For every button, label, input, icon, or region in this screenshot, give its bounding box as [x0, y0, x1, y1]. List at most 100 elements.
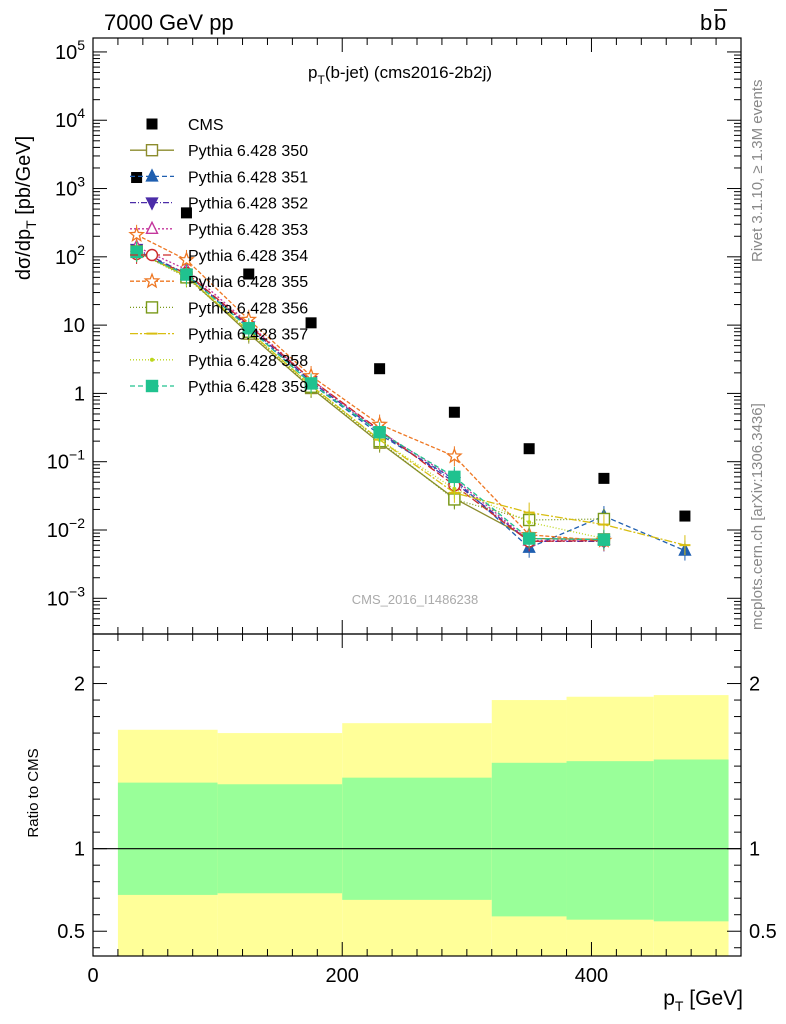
mc-point [180, 268, 193, 281]
x-tick-label: 400 [575, 965, 608, 987]
y-tick-label: 104 [55, 105, 85, 132]
legend-label: Pythia 6.428 352 [188, 196, 308, 213]
legend-entry: Pythia 6.428 352 [130, 196, 308, 213]
legend-entry: Pythia 6.428 359 [130, 379, 308, 396]
legend: CMS Pythia 6.428 350 Pythia 6.428 351 Pythi… [130, 117, 308, 396]
legend-marker [150, 357, 154, 362]
legend-entry: Pythia 6.428 355 [130, 272, 308, 291]
cms-data-point [180, 207, 192, 219]
mc-series-line [136, 251, 604, 541]
analysis-watermark: CMS_2016_I1486238 [352, 592, 479, 607]
legend-label: Pythia 6.428 354 [188, 248, 308, 265]
main-x-ticks [92, 38, 742, 634]
mc-point [242, 322, 255, 335]
mc-point [597, 533, 611, 546]
cms-data-point [448, 406, 460, 418]
main-plot-panel: 10−3 10−2 10−1 1 10 102 103 104 105 CMS Pythia 6.… [13, 37, 742, 635]
ratio-y-axis-label: Ratio to CMS [25, 748, 42, 837]
cms-data-point [374, 363, 386, 375]
mc-point [527, 520, 532, 525]
inner-uncertainty-band [491, 762, 567, 917]
legend-marker [145, 248, 159, 262]
mc-point [452, 486, 457, 491]
inner-uncertainty-band [653, 759, 729, 922]
cms-data-point [523, 443, 535, 455]
y-tick-label: 103 [55, 174, 85, 201]
legend-marker [145, 143, 159, 157]
cms-data-point [305, 317, 317, 329]
mc-series-line [136, 234, 604, 542]
legend-label: Pythia 6.428 351 [188, 169, 308, 186]
legend-label: Pythia 6.428 358 [188, 353, 308, 370]
legend-label: Pythia 6.428 359 [188, 379, 308, 396]
y-tick-label: 10 [63, 315, 85, 337]
mc-point [373, 426, 386, 439]
mc-series-group [128, 224, 692, 561]
legend-marker [143, 272, 161, 289]
legend-label: Pythia 6.428 355 [188, 274, 308, 291]
x-tick-label: 0 [87, 965, 98, 987]
legend-marker [146, 118, 158, 130]
inner-uncertainty-band [117, 782, 218, 895]
process-label: b b [700, 9, 727, 35]
mc-series-line [136, 250, 686, 546]
x-tick-label: 200 [326, 965, 359, 987]
inner-uncertainty-band [217, 784, 343, 894]
y-tick-label: 10−1 [47, 447, 85, 474]
collision-label: 7000 GeV pp [104, 10, 234, 35]
x-axis-label: pT [GeV] [663, 987, 743, 1014]
legend-entry: Pythia 6.428 354 [130, 248, 308, 265]
uncertainty-bands [117, 695, 729, 956]
legend-entry: Pythia 6.428 353 [130, 220, 308, 239]
legend-label: Pythia 6.428 357 [188, 327, 308, 344]
legend-label: CMS [188, 117, 224, 134]
legend-label: Pythia 6.428 353 [188, 222, 308, 239]
cms-data-point [243, 268, 255, 280]
mc-point [178, 251, 195, 268]
ratio-plot-panel: 0.5 0.5 1 1 2 2 0 200 400 Ratio to CMS pT [GeV] [25, 633, 777, 1014]
legend-label: Pythia 6.428 350 [188, 143, 308, 160]
mc-point [522, 532, 536, 545]
mc-series-line [136, 249, 686, 552]
y-tick-label: 10−2 [47, 515, 85, 542]
legend-entry: Pythia 6.428 356 [130, 300, 308, 317]
y-tick-label: 10−3 [47, 583, 85, 610]
legend-entry: Pythia 6.428 350 [130, 143, 308, 160]
y-tick-label: 105 [55, 37, 85, 64]
mc-point [445, 447, 463, 464]
legend-label: Pythia 6.428 356 [188, 300, 308, 317]
mcplots-label: mcplots.cern.ch [arXiv:1306.3436] [749, 403, 766, 630]
rivet-version-label: Rivet 3.1.10, ≥ 1.3M events [749, 80, 766, 263]
inner-uncertainty-band [566, 761, 654, 920]
mc-point [304, 377, 318, 390]
main-y-axis-label: dσ/dpT [pb/GeV] [13, 136, 39, 280]
mc-point [128, 225, 146, 242]
legend-marker [145, 197, 159, 211]
legend-entry: Pythia 6.428 358 [130, 353, 308, 370]
legend-marker [145, 379, 159, 393]
y-tick-label: 1 [74, 383, 85, 405]
legend-marker [145, 168, 159, 182]
ratio-y-tick-label-right: 1 [749, 839, 760, 861]
cms-data-point [598, 472, 610, 484]
process-label-bbar: b [714, 10, 726, 35]
process-label-b: b [700, 10, 712, 35]
legend-marker [145, 220, 159, 235]
plot-title: pT(b-jet) (cms2016-2b2j) [308, 63, 492, 87]
mc-point [448, 470, 461, 484]
cms-data-point [131, 172, 143, 184]
ratio-y-tick-label-right: 0.5 [749, 921, 777, 943]
mc-series-line [136, 253, 604, 543]
y-tick-label: 102 [55, 242, 85, 269]
ratio-y-tick-label-right: 2 [749, 674, 760, 696]
mc-series-line [136, 251, 605, 540]
main-y-axis: 10−3 10−2 10−1 1 10 102 103 104 105 [47, 37, 741, 635]
inner-uncertainty-band [342, 777, 492, 900]
legend-marker [145, 301, 159, 314]
cms-data-group [131, 172, 691, 522]
legend-entry: Pythia 6.428 357 [130, 327, 308, 344]
mc-point [130, 245, 143, 259]
ratio-y-tick-label: 1 [74, 839, 85, 861]
ratio-y-tick-label: 0.5 [57, 921, 85, 943]
